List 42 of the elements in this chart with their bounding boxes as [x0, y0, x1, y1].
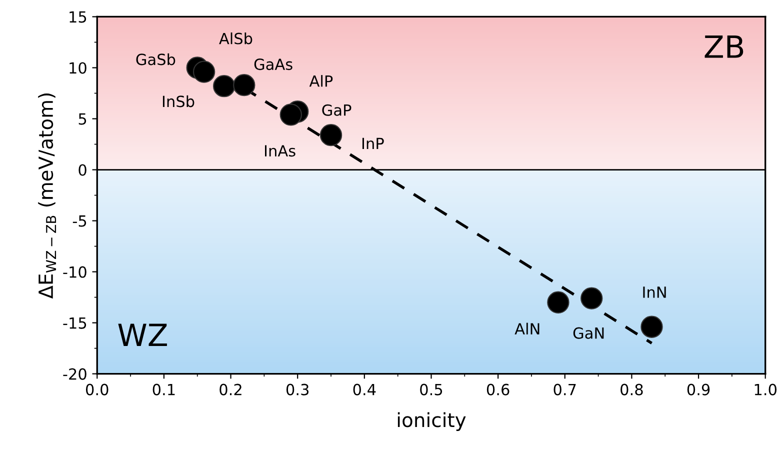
annotation: AlSb [219, 32, 252, 44]
x-tick-label: 0.9 [687, 384, 710, 396]
annotation: GaP [322, 104, 352, 116]
annotation: InSb [162, 95, 194, 108]
x-tick-label: 0.8 [620, 384, 643, 396]
x-tick-label: 0.0 [86, 384, 108, 396]
y-tick-label: 0 [78, 164, 86, 176]
x-axis-title: ionicity [398, 412, 466, 432]
y-axis-title: ΔE$_{WZ−ZB}$ (meV/atom) [38, 94, 56, 299]
y-tick-label: 5 [78, 113, 86, 125]
point [233, 74, 256, 96]
annotation: GaAs [254, 58, 292, 70]
point [213, 75, 236, 98]
point [320, 124, 342, 146]
x-tick-label: 0.3 [286, 384, 309, 396]
x-tick-label: 0.4 [353, 384, 376, 396]
annotation: AlN [514, 322, 540, 334]
point [580, 287, 603, 310]
annotation: InAs [264, 145, 296, 157]
annotation: InP [362, 138, 384, 150]
y-tick-label: -20 [63, 368, 86, 380]
x-tick-label: 0.7 [554, 384, 576, 396]
band-label: ZB [704, 36, 744, 58]
x-tick-label: 0.6 [486, 384, 510, 396]
annotation: GaN [573, 327, 604, 339]
band-label: WZ [118, 324, 167, 346]
y-tick-label: -5 [72, 215, 86, 227]
annotation: AlP [309, 75, 333, 87]
point [192, 60, 216, 83]
point [640, 316, 663, 338]
point [280, 104, 302, 126]
y-tick-label: 10 [70, 62, 86, 74]
x-tick-label: 0.2 [220, 384, 242, 396]
x-tick-label: 1.0 [754, 384, 776, 396]
y-tick-label: 15 [70, 11, 86, 23]
x-tick-label: 0.5 [420, 384, 442, 396]
y-tick-label: -10 [63, 266, 86, 278]
annotation: GaSb [136, 53, 176, 66]
point [547, 291, 570, 314]
annotation: InN [643, 286, 666, 298]
x-tick-label: 0.1 [152, 384, 175, 396]
y-tick-label: -15 [63, 317, 86, 329]
